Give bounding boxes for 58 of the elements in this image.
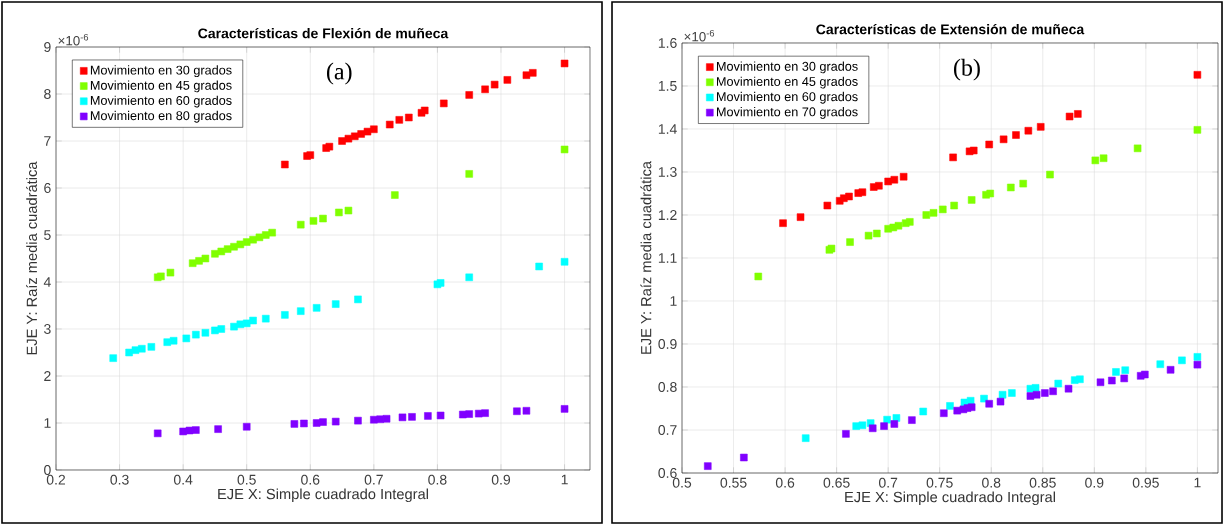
- y-tick-label: 0.9: [658, 339, 677, 349]
- y-tick-label: 0.8: [658, 382, 677, 392]
- legend-label: Movimiento en 60 grados: [90, 95, 232, 108]
- y-tick-label: 1.2: [658, 210, 677, 220]
- x-tick-label: 0.2: [46, 474, 66, 485]
- legend-label: Movimiento en 30 grados: [90, 65, 232, 78]
- chart-title: Características de Flexión de muñeca: [198, 27, 449, 39]
- x-tick-label: 0.6: [775, 477, 795, 488]
- x-tick-label: 0.85: [1029, 477, 1056, 488]
- x-tick-label: 0.3: [110, 474, 129, 485]
- x-tick-label: 0.75: [926, 477, 953, 488]
- x-tick-label: 1: [1194, 477, 1201, 488]
- y-tick-label: 1.3: [658, 167, 677, 177]
- x-tick-label: 0.8: [982, 477, 1001, 488]
- x-tick-label: 0.55: [720, 477, 747, 488]
- y-tick-label: 7: [44, 136, 51, 146]
- x-tick-label: 0.5: [672, 477, 692, 488]
- annotation: (a): [326, 62, 352, 85]
- chart-title: Características de Extensión de muñeca: [816, 23, 1085, 35]
- annotation: (b): [953, 58, 980, 81]
- y-tick-label: 2: [44, 371, 51, 381]
- legend-label: Movimiento en 45 grados: [90, 80, 232, 93]
- x-tick-label: 0.4: [173, 474, 193, 485]
- y-tick-label: 9: [44, 42, 51, 52]
- y-tick-label: 1.6: [658, 38, 677, 48]
- x-tick-label: 0.7: [364, 474, 383, 485]
- x-tick-label: 0.9: [1085, 477, 1104, 488]
- x-tick-label: 0.95: [1132, 477, 1159, 488]
- x-tick-label: 0.9: [491, 474, 511, 485]
- y-tick-label: 1.5: [658, 81, 677, 91]
- legend-label: Movimiento en 30 grados: [717, 61, 858, 74]
- legend-label: Movimiento en 60 grados: [717, 91, 858, 104]
- x-axis-title: EJE X: Simple cuadrado Integral: [845, 491, 1055, 506]
- y-tick-label: 6: [44, 183, 51, 193]
- x-tick-label: 0.65: [823, 477, 850, 488]
- y-tick-label: 1: [670, 296, 677, 306]
- y-tick-label: 8: [44, 89, 51, 99]
- legend-label: Movimiento en 45 grados: [717, 76, 858, 89]
- text: ×10$^{-6}$: [684, 29, 715, 42]
- x-axis-title: EJE X: Simple cuadrado Integral: [218, 488, 428, 503]
- x-tick-label: 0.5: [237, 474, 256, 485]
- x-tick-label: 0.7: [878, 477, 898, 488]
- legend-label: Movimiento en 70 grados: [717, 107, 858, 119]
- y-tick-label: 1: [44, 418, 51, 428]
- x-tick-label: 0.6: [301, 474, 320, 485]
- y-tick-label: 0.7: [658, 425, 677, 435]
- y-axis-title: EJE Y: Raíz media cuadrática: [640, 161, 652, 354]
- y-tick-label: 3: [44, 324, 51, 334]
- x-tick-label: 1: [561, 474, 568, 485]
- y-tick-label: 1.1: [658, 253, 677, 263]
- y-tick-label: 1.4: [658, 124, 677, 134]
- y-tick-label: 0: [44, 465, 51, 475]
- y-tick-label: 4: [43, 277, 51, 287]
- y-tick-label: 5: [44, 230, 51, 240]
- y-axis-title: EJE Y: Raíz media cuadrática: [26, 161, 38, 355]
- x-tick-label: 0.8: [428, 474, 447, 485]
- legend-label: Movimiento en 80 grados: [90, 110, 232, 123]
- text: ×10$^{-6}$: [58, 33, 89, 46]
